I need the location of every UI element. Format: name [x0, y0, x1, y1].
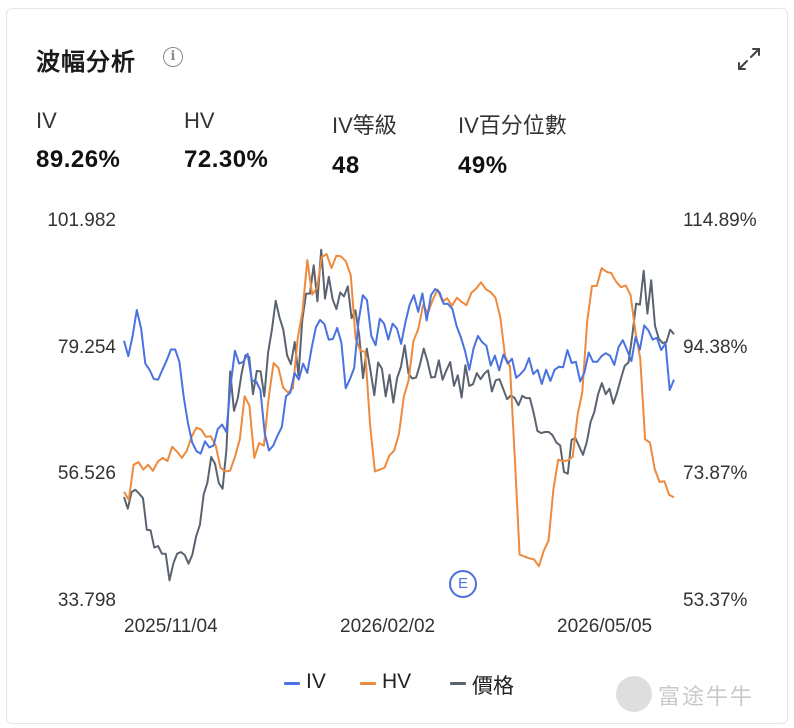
- hv-series-line: [123, 253, 675, 568]
- metric-hv-value: 72.30%: [184, 146, 269, 173]
- left-axis-tick: 79.254: [57, 337, 116, 358]
- metric-iv-percentile-label: IV百分位數: [458, 113, 567, 138]
- metric-iv-rank-label: IV等級: [332, 113, 397, 138]
- left-axis-tick: 56.526: [57, 463, 116, 484]
- watermark-text: 富途牛牛: [658, 684, 755, 709]
- metric-iv-rank-value: 48: [332, 152, 360, 179]
- watermark: 富途牛牛: [616, 676, 786, 712]
- info-icon[interactable]: i: [163, 47, 183, 67]
- legend-swatch-hv: [360, 682, 376, 685]
- chart-legend: IV HV 價格: [0, 668, 794, 698]
- right-axis-tick: 73.87%: [683, 463, 748, 484]
- metric-iv-percentile: IV百分位數 49%: [458, 108, 567, 180]
- legend-label-hv: HV: [382, 670, 412, 693]
- legend-swatch-iv: [284, 682, 300, 685]
- metric-iv-value: 89.26%: [36, 146, 121, 173]
- legend-label-iv: IV: [306, 670, 326, 693]
- metric-iv-label: IV: [36, 108, 57, 133]
- metric-iv-percentile-value: 49%: [458, 152, 508, 179]
- metric-iv: IV 89.26%: [36, 108, 120, 174]
- legend-swatch-price: [450, 682, 466, 685]
- left-axis-tick: 101.982: [47, 210, 116, 231]
- expand-icon[interactable]: [736, 46, 762, 72]
- x-axis-tick: 2026/02/02: [340, 616, 436, 637]
- price-series-line: [123, 248, 675, 582]
- legend-label-price: 價格: [472, 675, 514, 698]
- futu-logo: [616, 676, 652, 712]
- page-title: 波幅分析: [36, 49, 136, 76]
- earnings-event-marker[interactable]: E: [449, 570, 477, 598]
- metric-iv-rank: IV等級 48: [332, 108, 397, 180]
- left-axis-tick: 33.798: [57, 590, 116, 611]
- right-axis-tick: 94.38%: [683, 337, 748, 358]
- metric-hv-label: HV: [184, 108, 215, 133]
- x-axis-tick: 2026/05/05: [557, 616, 653, 637]
- x-axis-tick: 2025/11/04: [124, 616, 218, 637]
- iv-series-line: [123, 288, 675, 455]
- right-axis-tick: 53.37%: [683, 590, 748, 611]
- volatility-card: [6, 8, 788, 724]
- metric-hv: HV 72.30%: [184, 108, 268, 174]
- right-axis-tick: 114.89%: [683, 210, 757, 231]
